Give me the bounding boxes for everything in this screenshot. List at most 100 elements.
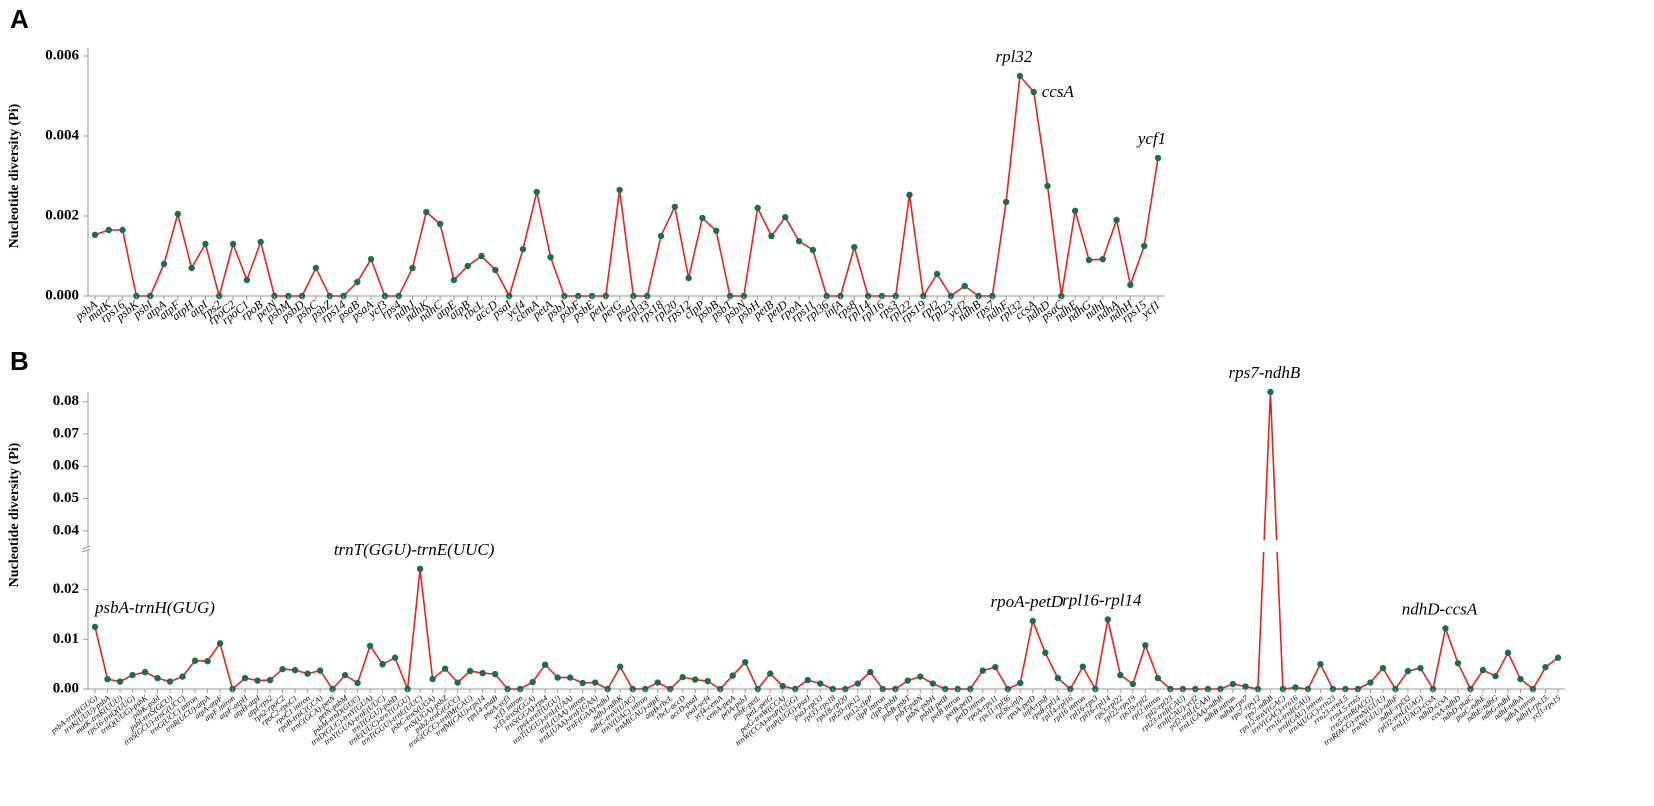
point (243, 276, 251, 284)
point (316, 667, 324, 674)
point (1016, 72, 1024, 80)
point (254, 677, 261, 684)
point (492, 266, 499, 274)
point (154, 674, 161, 682)
point (312, 264, 320, 272)
point (685, 274, 692, 282)
point (713, 227, 720, 234)
point (204, 658, 211, 665)
annotation: psbA-trnH(GUG) (94, 598, 215, 617)
point (768, 232, 775, 240)
point (1317, 660, 1324, 668)
point (1029, 617, 1037, 625)
point (464, 262, 471, 270)
point (367, 256, 375, 263)
point (867, 668, 874, 676)
point (241, 674, 249, 682)
annotation: rps7-ndhB (1229, 363, 1301, 382)
point (341, 671, 349, 679)
point (366, 642, 374, 650)
point (1292, 684, 1299, 691)
point (104, 675, 111, 683)
point (1017, 679, 1024, 687)
point (479, 669, 486, 677)
point (1229, 680, 1237, 688)
point (782, 214, 789, 221)
y-tick-label: 0.002 (45, 207, 79, 223)
point (1242, 683, 1249, 690)
point (354, 679, 361, 687)
point (466, 667, 474, 675)
y-tick-label: 0.006 (45, 47, 79, 63)
point (554, 674, 561, 681)
point (541, 661, 549, 668)
point (533, 188, 540, 196)
point (423, 208, 430, 216)
y-tick-label: 0.07 (53, 425, 80, 441)
point (202, 240, 209, 248)
y-tick-label: 0.01 (53, 631, 79, 647)
point (279, 665, 286, 673)
point (141, 668, 149, 676)
point (754, 204, 761, 212)
point (1267, 388, 1274, 396)
point (304, 670, 311, 677)
point (174, 210, 182, 218)
point (1154, 154, 1162, 162)
point (1117, 671, 1124, 679)
point (657, 232, 665, 240)
break-gap (90, 540, 1567, 552)
point (1154, 674, 1162, 682)
y-tick-label: 0.04 (53, 522, 80, 538)
annotation: rpoA-petD (990, 592, 1063, 611)
point (1142, 642, 1149, 649)
point (160, 260, 168, 268)
point (1129, 680, 1137, 688)
point (119, 226, 126, 234)
point (429, 675, 436, 683)
point (616, 186, 623, 194)
line (94, 74, 1159, 300)
annotation: rpl32 (996, 47, 1033, 66)
y-tick-label: 0.004 (45, 127, 79, 143)
point (804, 676, 811, 684)
annotation: ycf1 (1136, 129, 1166, 148)
point (478, 252, 485, 260)
point (1002, 198, 1010, 206)
point (450, 276, 458, 284)
point (904, 677, 911, 684)
annotation: ccsA (1042, 82, 1075, 101)
point (166, 678, 174, 685)
line (94, 391, 1559, 692)
point (129, 671, 136, 679)
point (979, 667, 987, 674)
point (454, 679, 461, 686)
point (191, 657, 199, 664)
point (91, 623, 99, 631)
point (379, 660, 386, 668)
point (591, 679, 599, 686)
point (1454, 659, 1462, 667)
point (257, 238, 264, 246)
point (1085, 256, 1093, 264)
point (436, 220, 444, 228)
point (767, 670, 774, 677)
point (1071, 207, 1079, 214)
point (1404, 667, 1412, 675)
point (566, 674, 574, 681)
y-axis-title: Nucleotide diversity (Pi) (7, 442, 22, 587)
point (906, 191, 913, 198)
point (105, 226, 113, 234)
point (179, 673, 186, 680)
point (671, 203, 679, 210)
point (854, 680, 861, 687)
point (1054, 674, 1062, 682)
point (547, 254, 554, 261)
point (1442, 625, 1449, 632)
point (1140, 242, 1148, 250)
point (851, 244, 858, 251)
point (416, 565, 424, 573)
point (961, 282, 968, 290)
point (1542, 663, 1549, 671)
point (1379, 664, 1387, 672)
